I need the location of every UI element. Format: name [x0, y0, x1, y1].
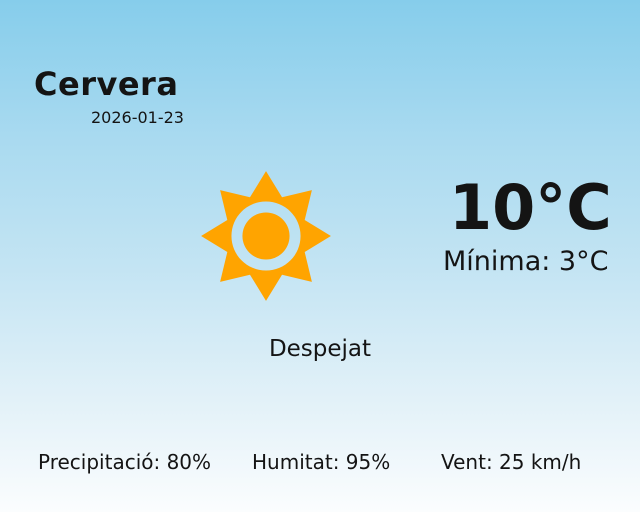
page-title: Cervera	[34, 65, 179, 103]
sun-icon	[199, 169, 333, 303]
date-label: 2026-01-23	[91, 108, 184, 127]
precipitation-stat: Precipitació: 80%	[38, 450, 212, 474]
sun-core-circle	[242, 212, 290, 260]
wind-stat: Vent: 25 km/h	[441, 450, 582, 474]
condition-label: Despejat	[268, 336, 372, 362]
temperature-value: 10°C	[449, 171, 612, 244]
min-temperature-label: Mínima: 3°C	[443, 246, 609, 277]
humidity-stat: Humitat: 95%	[252, 450, 391, 474]
sun-star-shape	[201, 171, 331, 301]
